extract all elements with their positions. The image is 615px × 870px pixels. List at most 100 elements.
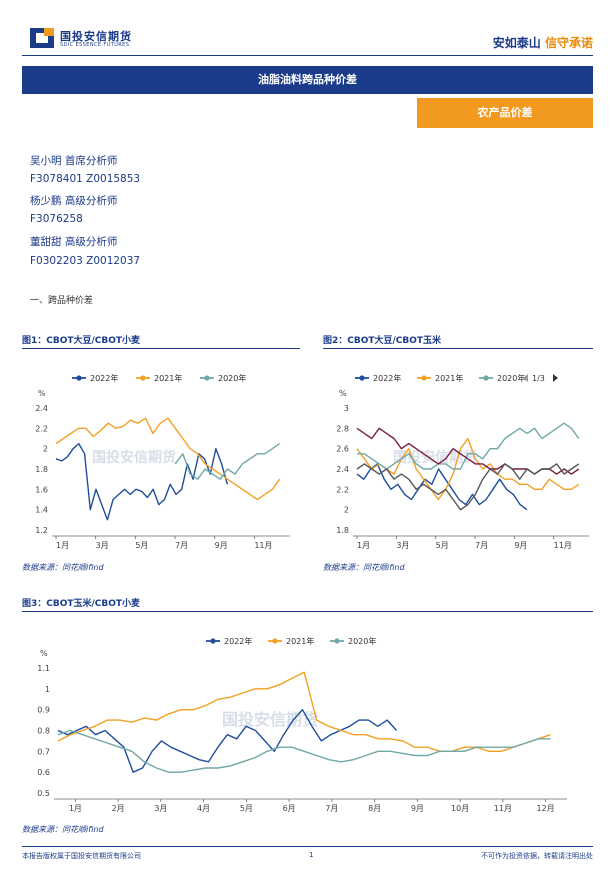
x-tick-label: 6月 xyxy=(283,804,296,813)
legend-label: 2020年 xyxy=(348,636,376,646)
analyst-3-name: 董甜甜 高级分析师 xyxy=(30,236,118,248)
x-tick-label: 5月 xyxy=(135,541,148,550)
y-tick-label: 0.7 xyxy=(37,747,50,756)
report-title: 油脂油料跨品种价差 xyxy=(22,66,593,94)
x-tick-label: 8月 xyxy=(368,804,381,813)
y-tick-label: 2.2 xyxy=(336,485,349,494)
figure-2-title: 图2：CBOT大豆/CBOT玉米 xyxy=(323,336,442,346)
x-tick-label: 9月 xyxy=(514,541,527,550)
y-tick-label: 1.1 xyxy=(37,664,50,673)
x-tick-label: 9月 xyxy=(411,804,424,813)
y-tick-label: 1.8 xyxy=(336,526,349,535)
legend-label: 2022年 xyxy=(90,373,118,383)
slogan-part-b: 信守承诺 xyxy=(544,36,593,50)
legend-label: 2020年 xyxy=(218,373,246,383)
x-tick-label: 11月 xyxy=(554,541,572,550)
series-line-2020年 xyxy=(174,443,281,480)
legend-marker xyxy=(334,638,340,644)
x-tick-label: 12月 xyxy=(537,804,555,813)
figure-3-source: 数据来源：同花顺ifind xyxy=(22,825,104,834)
legend-marker xyxy=(272,638,278,644)
figure-2-divider xyxy=(323,348,593,349)
chart-watermark: 国投安信期货 xyxy=(393,449,477,466)
y-tick-label: 1.8 xyxy=(35,465,48,474)
x-tick-label: 1月 xyxy=(357,541,370,550)
figure-2-chart: 国投安信期货% 1.8 2 2.2 2.4 2.6 2.8 3 1月 3月 5月 7月 9月 11月 202… xyxy=(336,373,589,550)
legend-label: 2021年 xyxy=(154,373,182,383)
x-tick-label: 2月 xyxy=(112,804,125,813)
y-tick-label: 0.8 xyxy=(37,727,50,736)
chart-watermark: 国投安信期货 xyxy=(92,449,176,466)
series-line-2020年 xyxy=(57,729,551,773)
footer-divider xyxy=(22,846,593,847)
figure-3-title: 图3：CBOT玉米/CBOT小麦 xyxy=(22,599,141,609)
legend-label: 2021年 xyxy=(435,373,463,383)
figure-2-source: 数据来源：同花顺ifind xyxy=(323,563,405,572)
legend-marker xyxy=(359,375,365,381)
y-tick-label: 2.2 xyxy=(35,424,48,433)
series-line-series-4 xyxy=(356,463,580,511)
series-line-2021年 xyxy=(55,417,281,501)
legend-page: 1/3 xyxy=(532,374,545,383)
analyst-1-license: F3078401 Z0015853 xyxy=(30,173,141,185)
x-tick-label: 5月 xyxy=(240,804,253,813)
chart-watermark: 国投安信期货 xyxy=(222,710,318,729)
legend-marker xyxy=(483,375,489,381)
legend-marker xyxy=(76,375,82,381)
series-line-2022年 xyxy=(55,442,229,521)
y-tick-label: 2.4 xyxy=(336,465,349,474)
legend-label: 2022年 xyxy=(224,636,252,646)
figure-1-source: 数据来源：同花顺ifind xyxy=(22,563,104,572)
x-tick-label: 4月 xyxy=(197,804,210,813)
page-number: 1 xyxy=(309,851,314,859)
x-tick-label: 10月 xyxy=(451,804,469,813)
analyst-1-name: 吴小明 首席分析师 xyxy=(30,155,118,167)
logo-company-name: 国投安信期货 xyxy=(60,30,132,43)
footer-copyright: 本报告版权属于国投安信期货有限公司 xyxy=(22,852,141,860)
series-line-2022年 xyxy=(356,463,528,511)
analyst-2-license: F3076258 xyxy=(30,213,83,225)
y-tick-label: 2 xyxy=(43,445,48,454)
x-tick-label: 3月 xyxy=(96,541,109,550)
x-tick-label: 11月 xyxy=(254,541,272,550)
x-tick-label: 11月 xyxy=(494,804,512,813)
y-tick-label: 1.2 xyxy=(35,526,48,535)
y-tick-label: 2.8 xyxy=(336,424,349,433)
category-tag: 农产品价差 xyxy=(417,98,593,128)
legend-label: 2020年 xyxy=(497,373,525,383)
y-tick-label: 0.9 xyxy=(37,706,50,715)
y-tick-label: 1.4 xyxy=(35,506,48,515)
slogan: 安如泰山 信守承诺 xyxy=(493,34,593,51)
legend-marker xyxy=(204,375,210,381)
company-logo-mark xyxy=(30,28,54,48)
x-tick-label: 1月 xyxy=(69,804,82,813)
series-line-2021年 xyxy=(57,671,551,752)
y-tick-label: 3 xyxy=(344,404,349,413)
x-tick-label: 7月 xyxy=(325,804,338,813)
legend-marker xyxy=(421,375,427,381)
x-tick-label: 5月 xyxy=(436,541,449,550)
y-tick-label: 1 xyxy=(45,685,50,694)
legend-next-icon xyxy=(553,374,558,382)
x-tick-label: 7月 xyxy=(475,541,488,550)
legend-marker xyxy=(210,638,216,644)
legend-prev-icon xyxy=(523,374,528,382)
header-divider xyxy=(22,55,593,56)
legend-marker xyxy=(140,375,146,381)
figure-1-chart: 国投安信期货% 1.2 1.4 1.6 1.8 2 2.2 2.4 1月 3月 5月 7月 9月 11月 2… xyxy=(35,373,290,550)
y-tick-label: 0.6 xyxy=(37,768,50,777)
analyst-3-license: F0302203 Z0012037 xyxy=(30,255,141,267)
x-tick-label: 3月 xyxy=(154,804,167,813)
slogan-part-a: 安如泰山 xyxy=(492,36,541,50)
x-tick-label: 7月 xyxy=(175,541,188,550)
legend-label: 2021年 xyxy=(286,636,314,646)
y-tick-label: 2.4 xyxy=(35,404,48,413)
figure-1-divider xyxy=(22,348,300,349)
y-axis-unit: % xyxy=(339,389,347,398)
y-tick-label: 2 xyxy=(344,506,349,515)
analyst-2-name: 杨少鹏 高级分析师 xyxy=(30,195,118,207)
logo-company-name-en: SDIC ESSENCE FUTURES xyxy=(60,42,130,48)
y-tick-label: 1.6 xyxy=(35,485,48,494)
footer-disclaimer: 不可作为投资依据，转载请注明出处 xyxy=(481,852,593,860)
series-line-2021年 xyxy=(356,437,580,501)
